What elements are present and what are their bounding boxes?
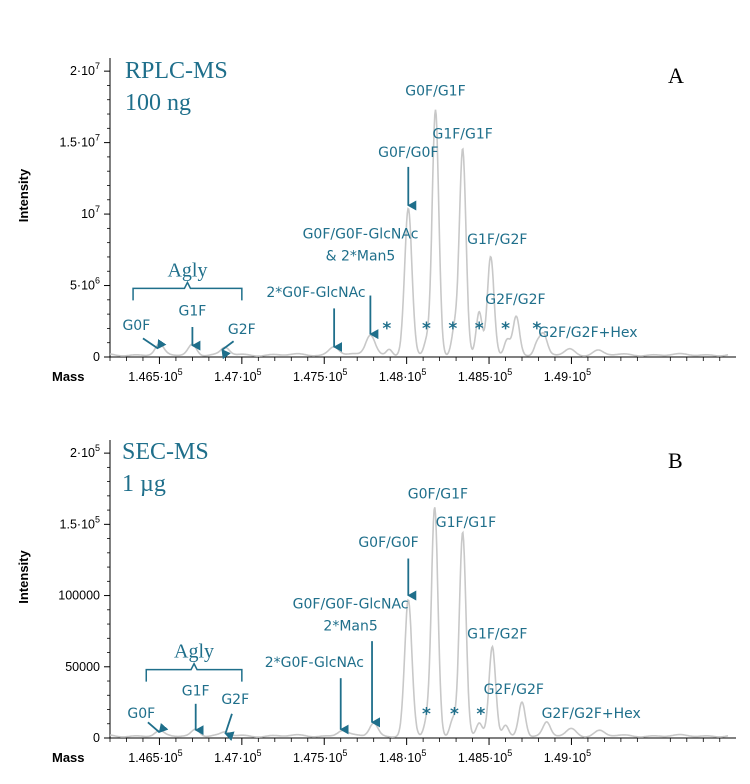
x-tick-label: 1.485·105 [458, 367, 512, 384]
peak-annotation: G2F/G2F+Hex [538, 325, 637, 341]
peak-annotation: 2*G0F-GlcNAc [266, 285, 365, 301]
y-tick-label: 50000 [65, 660, 100, 674]
star-marker: * [475, 319, 484, 339]
agly-bracket [132, 280, 243, 301]
y-tick-label: 1.5·105 [60, 514, 100, 531]
peak-annotation: G1F [182, 683, 210, 699]
spectrum-line [109, 109, 729, 357]
peak-annotation: G1F/G2F [467, 232, 527, 248]
peak-annotation: G0F/G0F [378, 145, 438, 161]
star-marker: * [422, 704, 431, 724]
y-tick-label: 5·106 [70, 276, 100, 293]
x-tick-label: 1.465·105 [128, 748, 182, 765]
y-tick-label: 2·105 [70, 443, 100, 460]
panel-letter: A [668, 63, 684, 88]
x-tick-label: 1.49·105 [544, 748, 591, 765]
peak-annotation: 2*G0F-GlcNAc [265, 655, 364, 671]
peak-annotation: G2F/G2F [484, 682, 544, 698]
y-tick-label: 107 [81, 204, 100, 221]
annotation-arrow [142, 337, 167, 350]
annotation-arrow [224, 713, 235, 741]
peak-annotation: G0F/G1F [405, 83, 465, 99]
agly-label: Agly [174, 641, 214, 663]
y-tick-label: 0 [93, 350, 100, 364]
peak-annotation: G0F [127, 706, 155, 722]
peak-annotation: G1F/G1F [433, 126, 493, 142]
panel-amount-title: 100 ng [125, 90, 191, 116]
y-tick-label: 2·107 [70, 61, 100, 78]
x-tick-label: 1.48·105 [379, 748, 426, 765]
peak-annotation: G1F [178, 304, 206, 320]
y-tick-label: 100000 [58, 589, 100, 603]
x-axis-label: Mass [52, 750, 85, 765]
peak-annotation: G2F [228, 322, 256, 338]
x-tick-label: 1.475·105 [293, 748, 347, 765]
annotation-arrow [221, 340, 235, 360]
star-marker: * [422, 319, 431, 339]
panel-b: 0 50000 100000 1.5·105 2·105 1.465·105 1.47·10… [16, 439, 736, 765]
star-marker: * [501, 319, 510, 339]
x-tick-label: 1.48·105 [379, 367, 426, 384]
x-axis-label: Mass [52, 369, 85, 384]
panel-amount-title: 1 µg [122, 471, 166, 497]
peak-annotation: G2F [221, 692, 249, 708]
star-marker: * [450, 704, 459, 724]
y-axis-label: Intensity [16, 550, 31, 604]
agly-label: Agly [167, 259, 207, 281]
star-marker: * [476, 704, 485, 724]
spectrum-line [109, 507, 729, 738]
peak-annotation: G1F/G1F [436, 515, 496, 531]
y-tick-label: 0 [93, 731, 100, 745]
peak-annotation: G0F/G0F-GlcNAc [303, 226, 419, 242]
x-tick-label: 1.465·105 [128, 367, 182, 384]
panel-method-title: RPLC-MS [125, 58, 228, 84]
peak-annotation: G2F/G2F [485, 292, 545, 308]
annotation-arrow [147, 721, 169, 734]
peak-annotation: G1F/G2F [467, 626, 527, 642]
star-marker: * [532, 319, 541, 339]
star-marker: * [382, 319, 391, 339]
peak-annotation: G0F/G0F [358, 535, 418, 551]
x-tick-label: 1.47·105 [214, 748, 261, 765]
panel-a: 0 5·106 107 1.5·107 2·107 1.465·105 1.47·105 1.… [16, 58, 736, 384]
y-axis-label: Intensity [16, 168, 31, 222]
x-tick-label: 1.47·105 [214, 367, 261, 384]
peak-annotation: G0F/G0F-GlcNAc [293, 596, 409, 612]
x-tick-label: 1.485·105 [458, 748, 512, 765]
peak-annotation: G2F/G2F+Hex [542, 706, 641, 722]
x-tick-label: 1.475·105 [293, 367, 347, 384]
star-marker: * [448, 319, 457, 339]
peak-annotation: G0F [122, 318, 150, 334]
peak-annotation: & 2*Man5 [326, 248, 396, 264]
peak-annotation: 2*Man5 [323, 618, 377, 634]
y-tick-label: 1.5·107 [60, 133, 100, 150]
panel-method-title: SEC-MS [122, 439, 209, 465]
peak-annotation: G0F/G1F [408, 487, 468, 503]
x-tick-label: 1.49·105 [544, 367, 591, 384]
agly-bracket [145, 661, 243, 682]
panel-letter: B [668, 448, 683, 473]
